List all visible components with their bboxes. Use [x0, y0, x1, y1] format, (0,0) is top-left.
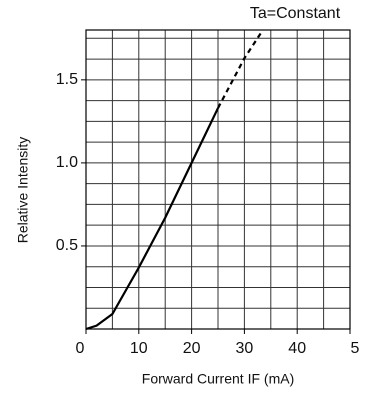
data-line	[217, 29, 264, 109]
x-axis-label: Forward Current IF (mA)	[142, 371, 294, 387]
y-tick-label: 1.0	[56, 154, 78, 171]
x-tick-label: 20	[183, 340, 201, 357]
y-axis-label: Relative Intensity	[15, 137, 31, 244]
x-tick-label: 10	[130, 340, 148, 357]
y-tick-label: 1.5	[56, 71, 78, 88]
x-tick-label: 30	[236, 340, 254, 357]
data-line	[85, 107, 219, 331]
x-tick-label: 0	[76, 340, 85, 357]
x-tick-label: 40	[288, 340, 306, 357]
chart-title: Ta=Constant	[250, 5, 341, 22]
x-tick-label: 5	[351, 340, 360, 357]
plot-frame	[85, 29, 351, 330]
y-tick-label: 0.5	[56, 237, 78, 254]
